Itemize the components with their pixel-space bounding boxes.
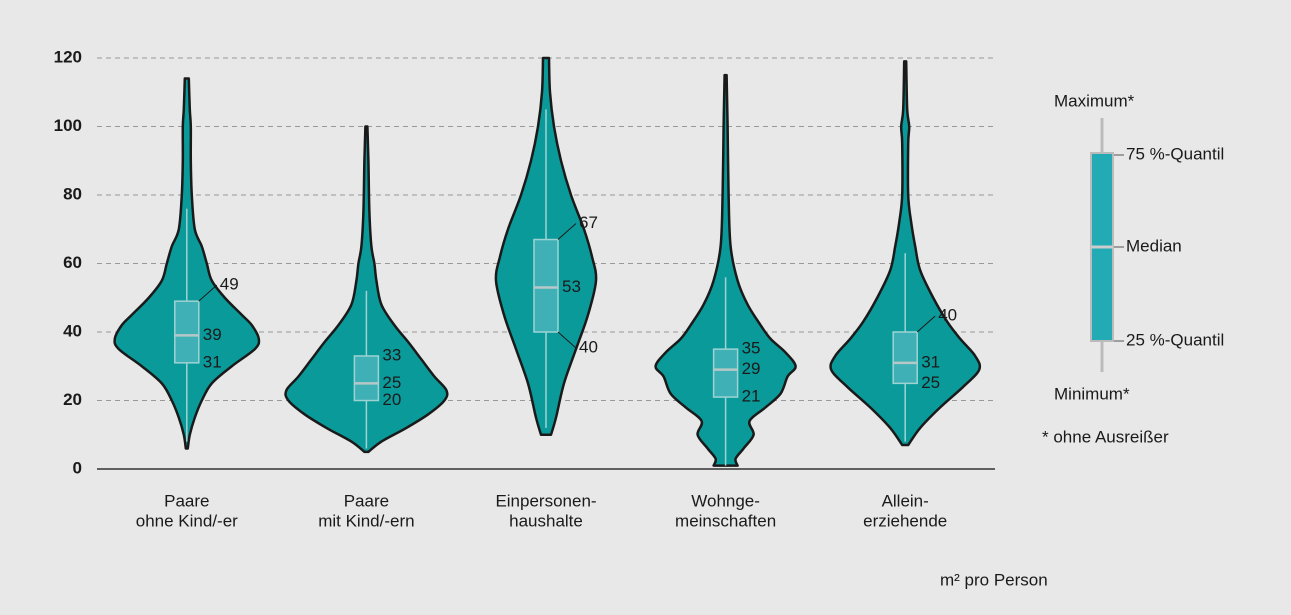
- legend-note: * ohne Ausreißer: [1042, 427, 1169, 446]
- value-label: 31: [921, 352, 940, 371]
- value-label: 25: [382, 373, 401, 392]
- y-tick-label: 100: [54, 116, 82, 135]
- box: [712, 348, 739, 398]
- y-tick-label: 20: [63, 390, 82, 409]
- x-axis-label: m² pro Person: [940, 570, 1048, 589]
- value-label: 31: [203, 352, 222, 371]
- x-tick-label: Paare: [164, 491, 209, 510]
- value-label: 25: [921, 373, 940, 392]
- x-tick-label: ohne Kind/-er: [136, 511, 238, 530]
- y-tick-label: 40: [63, 321, 82, 340]
- value-label: 35: [742, 339, 761, 358]
- x-tick-label: Paare: [344, 491, 389, 510]
- x-tick-label: Wohnge-: [691, 491, 760, 510]
- y-tick-label: 120: [54, 47, 82, 66]
- value-label: 29: [742, 359, 761, 378]
- value-label: 20: [382, 390, 401, 409]
- box: [892, 331, 918, 385]
- value-label: 40: [938, 305, 957, 324]
- x-tick-label: Allein-: [882, 491, 929, 510]
- violin: [654, 73, 797, 467]
- box: [533, 238, 559, 333]
- value-label: 53: [562, 277, 581, 296]
- box: [174, 300, 200, 364]
- x-tick-label: mit Kind/-ern: [318, 511, 414, 530]
- value-label: 21: [742, 387, 761, 406]
- legend-label: 75 %-Quantil: [1126, 144, 1224, 163]
- value-label: 39: [203, 325, 222, 344]
- legend-label: Minimum*: [1054, 384, 1130, 403]
- violin: [284, 125, 449, 454]
- legend-label: Maximum*: [1054, 91, 1135, 110]
- box: [353, 355, 380, 402]
- value-label: 33: [382, 345, 401, 364]
- leader-line: [198, 284, 218, 302]
- x-tick-label: haushalte: [509, 511, 583, 530]
- x-tick-label: meinschaften: [675, 511, 776, 530]
- x-tick-label: Einpersonen-: [495, 491, 596, 510]
- x-tick-label: erziehende: [863, 511, 947, 530]
- legend-label: 25 %-Quantil: [1126, 330, 1224, 349]
- legend-label: Median: [1126, 236, 1182, 255]
- value-label: 67: [579, 213, 598, 232]
- y-tick-label: 0: [73, 458, 82, 477]
- leader-line: [557, 223, 577, 240]
- leader-line: [557, 331, 577, 349]
- y-tick-label: 60: [63, 253, 82, 272]
- value-label: 40: [579, 337, 598, 356]
- y-tick-label: 80: [63, 184, 82, 203]
- leader-line: [916, 315, 936, 333]
- value-label: 49: [220, 275, 239, 294]
